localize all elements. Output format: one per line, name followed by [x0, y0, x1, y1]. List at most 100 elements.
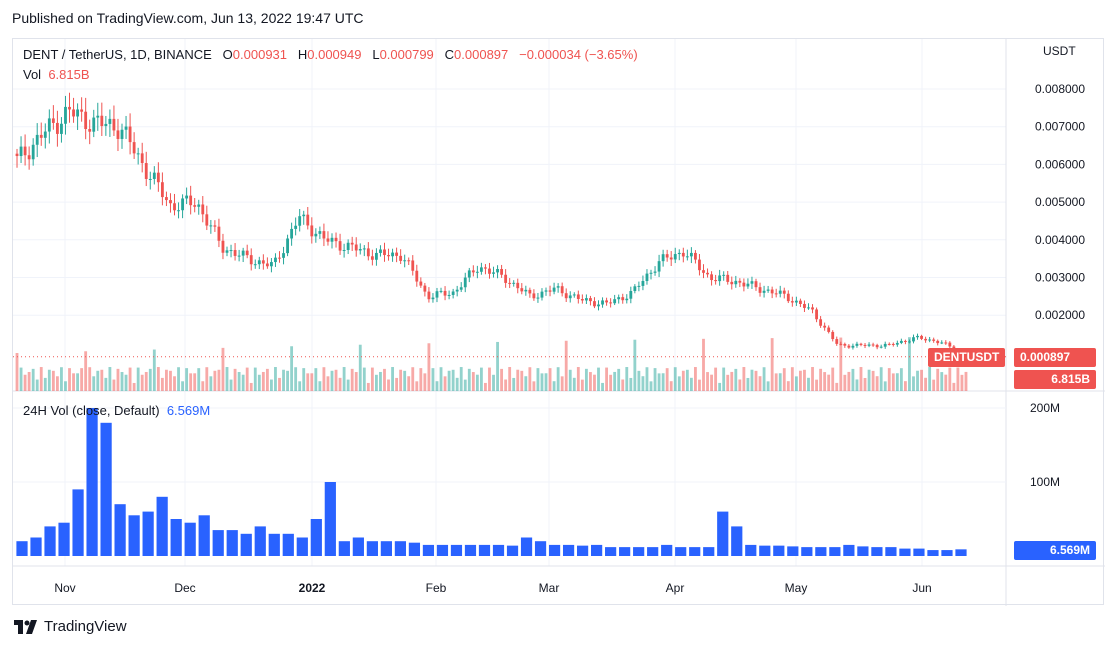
volume-bar [88, 367, 92, 391]
volume-bar [318, 381, 322, 391]
volume-bar [391, 367, 394, 391]
volume24h-bar [548, 544, 561, 556]
candle-body [924, 338, 928, 341]
candle-body [770, 289, 774, 294]
volume24h-bar [156, 496, 168, 556]
volume24h-bar [86, 408, 98, 556]
candle-body [455, 289, 459, 292]
candle-body [903, 340, 907, 342]
chart-frame[interactable]: 0.008000 0.007000 0.006000 0.005000 0.004000… [12, 38, 1105, 606]
legend-symbol[interactable]: DENT / TetherUS, 1D, BINANCE [23, 47, 212, 62]
volume24h-bar [114, 504, 126, 556]
candle-body [395, 252, 399, 256]
candle-body [589, 298, 592, 302]
candle-body [31, 144, 35, 160]
volume-bar [403, 370, 407, 391]
volume-bar [245, 367, 249, 391]
candle-body [653, 271, 657, 273]
volume-bar [156, 367, 160, 391]
candle-body [823, 325, 827, 328]
candle-body [120, 129, 124, 139]
candle-body [156, 172, 160, 183]
volume-bar [435, 381, 439, 391]
volume-bar [419, 368, 423, 391]
candle-body [302, 214, 306, 217]
time-tick-label: Jun [912, 581, 931, 595]
volume-bar [516, 369, 520, 391]
candle-body [152, 172, 156, 179]
volume-bar [605, 367, 609, 391]
volume-bar [298, 381, 302, 391]
candle-body [811, 307, 814, 310]
candle-body [613, 299, 617, 304]
candle-body [799, 300, 802, 304]
volume-bar [96, 370, 100, 391]
indicator-label: 24H Vol (close, Default) [23, 403, 160, 418]
volume24h-bar [871, 547, 883, 556]
volume-bar [851, 368, 855, 391]
volume-bar [843, 374, 847, 391]
volume-bar [334, 369, 338, 391]
chart-canvas[interactable]: 0.008000 0.007000 0.006000 0.005000 0.004000… [13, 39, 1105, 606]
volume24h-bar [408, 542, 421, 556]
candle-body [249, 255, 253, 265]
candle-body [895, 342, 899, 345]
candle-body [475, 271, 479, 273]
candle-body [827, 327, 831, 332]
volume-bar [395, 377, 399, 391]
candle-body [803, 303, 806, 308]
legend-low: 0.000799 [379, 47, 434, 62]
volume-bar [60, 367, 63, 391]
candle-body [815, 309, 818, 320]
volume-bar [601, 382, 604, 391]
tradingview-logo[interactable]: TradingView [14, 618, 127, 635]
candle-body [677, 252, 681, 255]
candle-body [746, 283, 750, 287]
candle-body [447, 294, 451, 296]
candle-body [165, 197, 168, 201]
volume-bar [27, 371, 31, 391]
volume-bar [879, 367, 883, 391]
indicator-legend[interactable]: 24H Vol (close, Default) 6.569M [23, 403, 210, 418]
candle-body [92, 117, 96, 132]
volume-bar [387, 379, 390, 391]
candle-body [492, 272, 495, 274]
volume-bar [310, 373, 314, 391]
volume-bar [875, 376, 879, 391]
volume24h-bar [843, 544, 855, 556]
volume-bar [15, 353, 19, 391]
volume-bar [43, 377, 47, 391]
candle-body [871, 344, 875, 346]
indicator-value: 6.569M [166, 403, 211, 418]
volume24h-bar [927, 550, 939, 556]
candle-body [245, 250, 249, 256]
volume-bar [689, 377, 693, 391]
volume-bar [47, 369, 51, 391]
candle-body [899, 340, 903, 343]
tradingview-logo-icon [14, 619, 37, 634]
volume-bar [496, 341, 499, 391]
volume-bar [314, 368, 318, 391]
volume-bar [677, 376, 681, 391]
candle-body [657, 261, 661, 272]
candle-body [128, 126, 132, 143]
candle-body [274, 257, 277, 263]
volume-bar [520, 370, 524, 391]
volume-bar [714, 367, 718, 391]
candle-body [758, 287, 762, 293]
volume24h-bar [885, 547, 897, 556]
volume-bar [19, 367, 23, 391]
volume24h-bar [44, 526, 56, 556]
volume24h-bar [633, 547, 645, 556]
candle-body [387, 255, 390, 257]
volume-bar [290, 346, 294, 391]
volume-bar [790, 367, 794, 391]
volume-bar [589, 372, 592, 391]
volume-bar [819, 368, 823, 391]
candle-body [520, 288, 524, 292]
price-tick-label: 0.002000 [1035, 308, 1085, 322]
candle-body [504, 274, 508, 283]
volume-bar [475, 374, 479, 391]
volume24h-bar [534, 541, 547, 556]
volume-bar [185, 368, 189, 391]
